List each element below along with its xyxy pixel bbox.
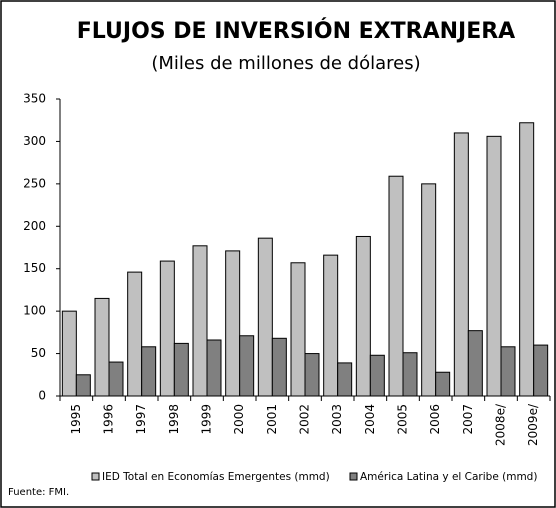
bar bbox=[225, 250, 241, 397]
x-tick-label: 1999 bbox=[200, 404, 214, 435]
bar bbox=[533, 344, 549, 397]
footnote: Fuente: FMI. bbox=[8, 487, 69, 498]
bar bbox=[108, 361, 124, 397]
chart-title: FLUJOS DE INVERSIÓN EXTRANJERA bbox=[77, 18, 515, 44]
y-tick-label: 0 bbox=[38, 389, 46, 403]
legend-label: América Latina y el Caribe (mmd) bbox=[360, 471, 537, 483]
bar bbox=[159, 260, 175, 397]
x-tick-label: 2000 bbox=[232, 404, 246, 435]
legend-swatch bbox=[349, 472, 358, 481]
x-tick-label: 2007 bbox=[461, 404, 475, 435]
bar bbox=[141, 346, 157, 397]
x-tick-label: 2002 bbox=[298, 404, 312, 435]
bar bbox=[271, 337, 287, 397]
x-tick-label: 2003 bbox=[330, 404, 344, 435]
bar bbox=[257, 237, 273, 397]
x-tick-label: 2001 bbox=[265, 404, 279, 435]
bar bbox=[467, 330, 483, 397]
bar bbox=[355, 235, 371, 397]
x-tick-label: 2008e/ bbox=[494, 403, 508, 446]
bar bbox=[206, 339, 222, 397]
x-tick-label: 1996 bbox=[102, 404, 116, 435]
x-tick-label: 2006 bbox=[428, 404, 442, 435]
x-tick-label: 2005 bbox=[396, 404, 410, 435]
bar bbox=[453, 132, 469, 397]
bar bbox=[421, 183, 437, 397]
x-tick-label: 1998 bbox=[167, 404, 181, 435]
bar bbox=[337, 362, 353, 397]
bar bbox=[388, 175, 404, 397]
bar bbox=[304, 353, 320, 397]
legend-label: IED Total en Economías Emergentes (mmd) bbox=[102, 471, 330, 483]
bar bbox=[519, 122, 535, 397]
y-tick-label: 100 bbox=[23, 304, 46, 318]
y-tick-label: 200 bbox=[23, 219, 46, 233]
bar bbox=[486, 135, 502, 397]
x-tick-label: 2004 bbox=[363, 404, 377, 435]
bar bbox=[369, 354, 385, 397]
bar bbox=[61, 310, 77, 397]
bar bbox=[402, 352, 418, 397]
x-tick-label: 1995 bbox=[69, 404, 83, 435]
legend-swatch bbox=[91, 472, 100, 481]
y-tick-label: 300 bbox=[23, 134, 46, 148]
y-tick-label: 250 bbox=[23, 176, 46, 190]
y-tick-label: 50 bbox=[31, 346, 46, 360]
bar bbox=[500, 346, 516, 397]
bar bbox=[173, 342, 189, 397]
bar bbox=[192, 245, 208, 397]
bar bbox=[94, 297, 110, 397]
y-tick-label: 350 bbox=[23, 92, 46, 106]
y-tick-label: 150 bbox=[23, 261, 46, 275]
x-tick-label: 2009e/ bbox=[526, 403, 540, 446]
bar bbox=[290, 262, 306, 397]
bar bbox=[239, 335, 255, 397]
chart-subtitle: (Miles de millones de dólares) bbox=[151, 53, 420, 74]
bar bbox=[127, 271, 143, 397]
bar bbox=[323, 254, 339, 397]
x-tick-label: 1997 bbox=[134, 404, 148, 435]
bar bbox=[435, 371, 451, 397]
bar bbox=[75, 374, 91, 397]
